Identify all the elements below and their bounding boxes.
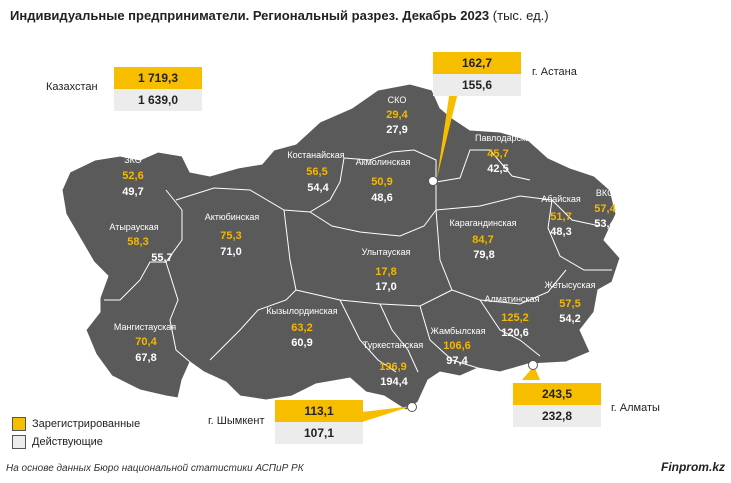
brand-logo: Finprom.kz	[660, 460, 725, 474]
region-registered-zhambyl: 106,6	[443, 340, 471, 352]
region-active-mangistau: 67,8	[135, 352, 157, 364]
region-active-zhetysu: 54,2	[559, 313, 581, 325]
region-active-ulytau: 17,0	[375, 281, 397, 293]
region-registered-karaganda: 84,7	[472, 234, 494, 246]
shymkent-marker	[407, 402, 417, 412]
region-registered-atyrau: 58,3	[127, 236, 149, 248]
source-note: На основе данных Бюро национальной стати…	[6, 463, 304, 474]
kazakhstan-box: 1 719,3 1 639,0	[114, 67, 202, 111]
region-registered-akmola: 50,9	[371, 176, 393, 188]
astana-active: 155,6	[433, 74, 521, 96]
region-registered-ulytau: 17,8	[375, 266, 397, 278]
shymkent-active: 107,1	[275, 422, 363, 444]
region-active-zko: 49,7	[122, 186, 144, 198]
almaty-label: г. Алматы	[611, 402, 660, 414]
region-name-kyzylorda: Кызылординская	[266, 306, 338, 316]
astana-label: г. Астана	[532, 66, 577, 78]
region-registered-turkestan: 196,9	[379, 361, 407, 373]
region-registered-almaty-region: 125,2	[501, 312, 529, 324]
region-active-aktobe: 71,0	[220, 246, 242, 258]
region-name-aktobe: Актюбинская	[204, 212, 260, 222]
region-registered-zhetysu: 57,5	[559, 298, 581, 310]
region-registered-zko: 52,6	[122, 170, 144, 182]
astana-registered: 162,7	[433, 52, 521, 74]
region-active-almaty-region: 120,6	[501, 327, 529, 339]
region-active-vko: 53,4	[594, 218, 616, 230]
region-registered-sko: 29,4	[386, 109, 408, 121]
region-name-zko: ЗКО	[124, 155, 142, 165]
region-active-zhambyl: 97,4	[446, 355, 468, 367]
almaty-registered: 243,5	[513, 383, 601, 405]
region-name-abay: Абайская	[541, 194, 581, 204]
country-shape	[61, 83, 621, 411]
region-name-atyrau: Атырауская	[109, 222, 159, 232]
legend-swatch-registered	[12, 417, 26, 431]
legend-label-active: Действующие	[32, 436, 103, 448]
shymkent-label: г. Шымкент	[208, 415, 265, 427]
region-name-zhetysu: Жетысуская	[544, 280, 596, 290]
title-unit: (тыс. ед.)	[492, 8, 549, 23]
title-main: Индивидуальные предприниматели. Регионал…	[10, 8, 490, 23]
region-registered-abay: 51,7	[550, 211, 572, 223]
almaty-box: 243,5 232,8	[513, 383, 601, 427]
legend-active: Действующие	[12, 435, 103, 449]
region-active-akmola: 48,6	[371, 192, 393, 204]
region-name-sko: СКО	[387, 95, 407, 105]
region-name-vko: ВКО	[595, 188, 615, 198]
legend-label-registered: Зарегистрированные	[32, 418, 141, 430]
legend-swatch-active	[12, 435, 26, 449]
region-name-ulytau: Улытауская	[361, 247, 411, 257]
region-registered-mangistau: 70,4	[135, 336, 157, 348]
region-name-pavlodar: Павлодарская	[475, 133, 535, 143]
kazakhstan-registered: 1 719,3	[114, 67, 202, 89]
region-active-pavlodar: 42,5	[487, 163, 509, 175]
region-name-almaty-region: Алматинская	[484, 294, 540, 304]
region-name-kostanay: Костанайская	[287, 150, 345, 160]
region-registered-pavlodar: 45,7	[487, 148, 509, 160]
region-name-turkestan: Туркестанская	[362, 340, 424, 350]
region-active-turkestan: 194,4	[380, 376, 408, 388]
region-active-abay: 48,3	[550, 226, 572, 238]
almaty-marker	[528, 360, 538, 370]
region-name-karaganda: Карагандинская	[449, 218, 517, 228]
region-registered-kostanay: 56,5	[306, 166, 328, 178]
astana-leader	[437, 76, 462, 178]
region-active-kostanay: 54,4	[307, 182, 329, 194]
kazakhstan-active: 1 639,0	[114, 89, 202, 111]
region-name-akmola: Акмолинская	[355, 157, 411, 167]
shymkent-registered: 113,1	[275, 400, 363, 422]
region-name-zhambyl: Жамбылская	[430, 326, 486, 336]
region-name-mangistau: Мангистауская	[113, 322, 177, 332]
kazakhstan-label: Казахстан	[46, 81, 98, 93]
shymkent-box: 113,1 107,1	[275, 400, 363, 444]
astana-marker	[428, 176, 438, 186]
almaty-leader	[522, 366, 540, 380]
region-active-karaganda: 79,8	[473, 249, 495, 261]
page-title: Индивидуальные предприниматели. Регионал…	[10, 8, 549, 23]
region-registered-aktobe: 75,3	[220, 230, 242, 242]
region-active-sko: 27,9	[386, 124, 408, 136]
almaty-active: 232,8	[513, 405, 601, 427]
region-registered-kyzylorda: 63,2	[291, 322, 313, 334]
region-active-kyzylorda: 60,9	[291, 337, 313, 349]
region-registered-vko: 57,4	[594, 203, 616, 215]
shymkent-leader	[362, 406, 412, 422]
legend-registered: Зарегистрированные	[12, 417, 140, 431]
region-active-atyrau: 55,7	[151, 252, 173, 264]
astana-box: 162,7 155,6	[433, 52, 521, 96]
